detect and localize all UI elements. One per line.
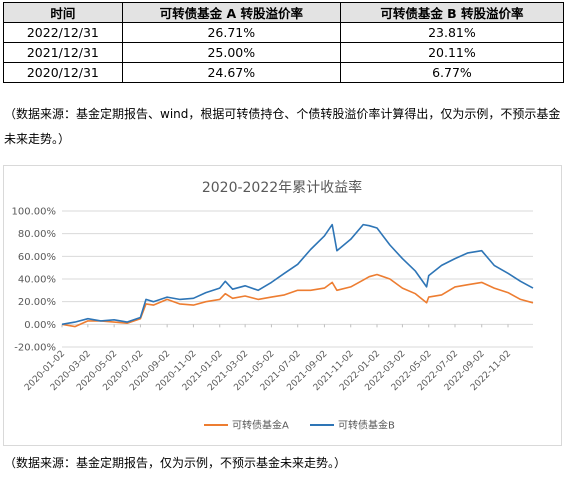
table-row: 2021/12/31 25.00% 20.11%: [3, 42, 565, 63]
legend-label-a: 可转债基金A: [232, 419, 289, 432]
legend-label-b: 可转债基金B: [338, 419, 395, 432]
chart-canvas: 2020-2022年累计收益率 -20.00% 0.00% 20.00% 40.00% 6…: [12, 179, 534, 432]
cell-fund-b: 20.11%: [339, 42, 565, 63]
y-tick-label: 80.00%: [18, 229, 56, 240]
series-line-a: [61, 273, 534, 328]
header-fund-b: 可转债基金 B 转股溢价率: [339, 2, 565, 23]
table-header-row: 时间 可转债基金 A 转股溢价率 可转债基金 B 转股溢价率: [3, 2, 565, 23]
header-fund-a: 可转债基金 A 转股溢价率: [121, 2, 341, 23]
source-note-table: （数据来源：基金定期报告、wind，根据可转债持仓、个债转股溢价率计算得出，仅为…: [4, 107, 561, 146]
cumulative-return-chart: 2020-2022年累计收益率 -20.00% 0.00% 20.00% 40.00% 6…: [3, 165, 562, 446]
y-tick-label: 20.00%: [18, 297, 56, 308]
header-time: 时间: [3, 2, 123, 23]
cell-fund-b: 6.77%: [339, 62, 565, 83]
cell-fund-a: 26.71%: [121, 22, 341, 43]
chart-title: 2020-2022年累计收益率: [202, 179, 362, 196]
cell-fund-a: 25.00%: [121, 42, 341, 63]
cell-date: 2020/12/31: [3, 62, 123, 83]
series-line-b: [61, 223, 534, 326]
cell-date: 2022/12/31: [3, 22, 123, 43]
cell-fund-b: 23.81%: [339, 22, 565, 43]
y-tick-label: -20.00%: [14, 343, 56, 354]
y-tick-label: 40.00%: [18, 275, 56, 286]
y-tick-label: 100.00%: [12, 207, 57, 218]
source-note-chart: （数据来源：基金定期报告，仅为示例，不预示基金未来走势。）: [4, 456, 347, 470]
table-row: 2022/12/31 26.71% 23.81%: [3, 22, 565, 43]
table-row: 2020/12/31 24.67% 6.77%: [3, 62, 565, 83]
y-tick-label: 60.00%: [18, 252, 56, 263]
cell-date: 2021/12/31: [3, 42, 123, 63]
y-tick-label: 0.00%: [24, 320, 56, 331]
premium-table: 时间 可转债基金 A 转股溢价率 可转债基金 B 转股溢价率 2022/12/3…: [3, 2, 565, 83]
cell-fund-a: 24.67%: [121, 62, 341, 83]
